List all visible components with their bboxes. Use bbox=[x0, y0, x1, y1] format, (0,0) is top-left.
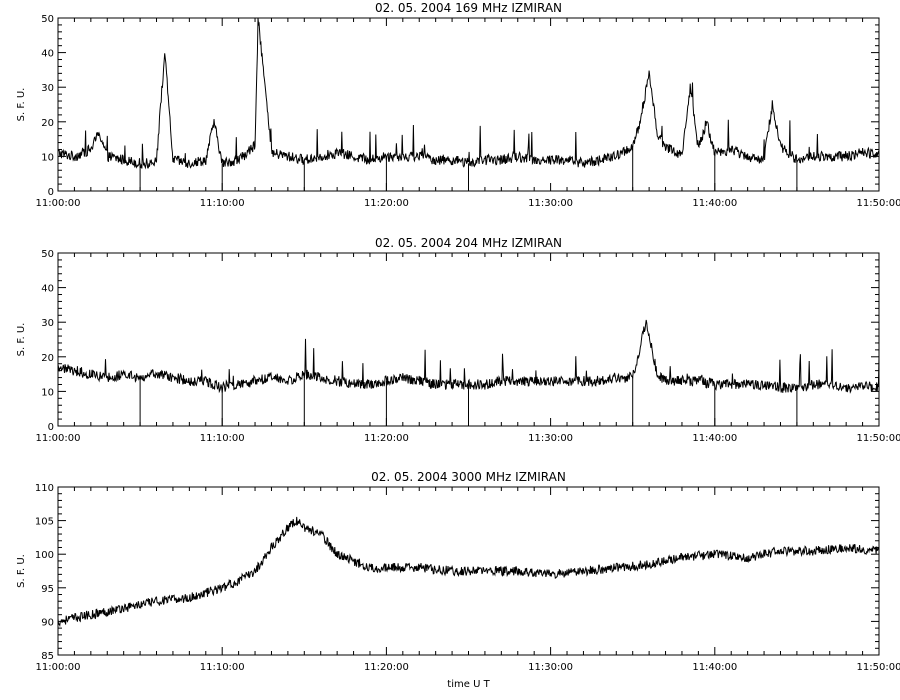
panel-204mhz: 02. 05. 2004 204 MHz IZMIRAN S. F. U. 01… bbox=[16, 236, 900, 444]
y-tick-label: 50 bbox=[41, 14, 54, 25]
x-tick-label: 11:50:00 bbox=[857, 433, 900, 444]
y-axis-label: S. F. U. bbox=[16, 323, 27, 357]
y-tick-label: 85 bbox=[41, 651, 54, 662]
x-tick-label: 11:10:00 bbox=[200, 433, 245, 444]
dropouts bbox=[139, 146, 798, 191]
x-tick-label: 11:40:00 bbox=[692, 198, 737, 209]
chart-title: 02. 05. 2004 204 MHz IZMIRAN bbox=[375, 236, 562, 250]
x-tick-label: 11:30:00 bbox=[528, 198, 573, 209]
x-axis-label: time U T bbox=[447, 679, 490, 690]
x-tick-label: 11:20:00 bbox=[364, 662, 409, 673]
dropouts bbox=[139, 374, 798, 426]
x-tick-label: 11:30:00 bbox=[528, 662, 573, 673]
chart-title: 02. 05. 2004 169 MHz IZMIRAN bbox=[375, 1, 562, 15]
x-tick-label: 11:20:00 bbox=[364, 433, 409, 444]
chart-title: 02. 05. 2004 3000 MHz IZMIRAN bbox=[371, 470, 566, 484]
y-tick-label: 95 bbox=[41, 584, 54, 595]
y-tick-label: 100 bbox=[35, 550, 54, 561]
x-axis-ticks: 11:00:00 11:10:00 11:20:00 11:30:00 11:40:00… bbox=[36, 18, 900, 209]
x-tick-label: 11:00:00 bbox=[36, 433, 81, 444]
panel-3000mhz: 02. 05. 2004 3000 MHz IZMIRAN S. F. U. t… bbox=[16, 470, 900, 690]
series-line bbox=[57, 516, 880, 628]
y-tick-label: 90 bbox=[41, 617, 54, 628]
y-tick-label: 30 bbox=[41, 83, 54, 94]
x-tick-label: 11:50:00 bbox=[857, 198, 900, 209]
series-line bbox=[57, 17, 880, 170]
y-tick-label: 20 bbox=[41, 353, 54, 364]
y-tick-label: 40 bbox=[41, 284, 54, 295]
y-axis-ticks: 85 90 95 100 105 110 bbox=[35, 483, 879, 662]
x-tick-label: 11:00:00 bbox=[36, 198, 81, 209]
y-tick-label: 40 bbox=[41, 49, 54, 60]
x-tick-label: 11:10:00 bbox=[200, 662, 245, 673]
y-axis-label: S. F. U. bbox=[16, 88, 27, 122]
x-tick-label: 11:00:00 bbox=[36, 662, 81, 673]
y-tick-label: 0 bbox=[48, 187, 54, 198]
x-tick-label: 11:20:00 bbox=[364, 198, 409, 209]
x-tick-label: 11:10:00 bbox=[200, 198, 245, 209]
y-axis-ticks: 0 10 20 30 40 50 bbox=[41, 249, 879, 433]
series-line bbox=[57, 319, 880, 394]
y-tick-label: 30 bbox=[41, 318, 54, 329]
y-tick-label: 110 bbox=[35, 483, 54, 494]
y-axis-label: S. F. U. bbox=[16, 554, 27, 588]
y-tick-label: 50 bbox=[41, 249, 54, 260]
y-tick-label: 10 bbox=[41, 387, 54, 398]
y-tick-label: 105 bbox=[35, 517, 54, 528]
y-tick-label: 10 bbox=[41, 152, 54, 163]
y-tick-label: 20 bbox=[41, 118, 54, 129]
x-tick-label: 11:50:00 bbox=[857, 662, 900, 673]
y-axis-ticks: 0 10 20 30 40 50 bbox=[41, 14, 879, 198]
x-axis-ticks: 11:00:00 11:10:00 11:20:00 11:30:00 11:40:00… bbox=[36, 487, 900, 673]
x-tick-label: 11:40:00 bbox=[692, 433, 737, 444]
x-axis-ticks: 11:00:00 11:10:00 11:20:00 11:30:00 11:40:00… bbox=[36, 253, 900, 444]
y-tick-label: 0 bbox=[48, 422, 54, 433]
x-tick-label: 11:30:00 bbox=[528, 433, 573, 444]
panel-169mhz: 02. 05. 2004 169 MHz IZMIRAN S. F. U. 01… bbox=[16, 1, 900, 209]
x-tick-label: 11:40:00 bbox=[692, 662, 737, 673]
